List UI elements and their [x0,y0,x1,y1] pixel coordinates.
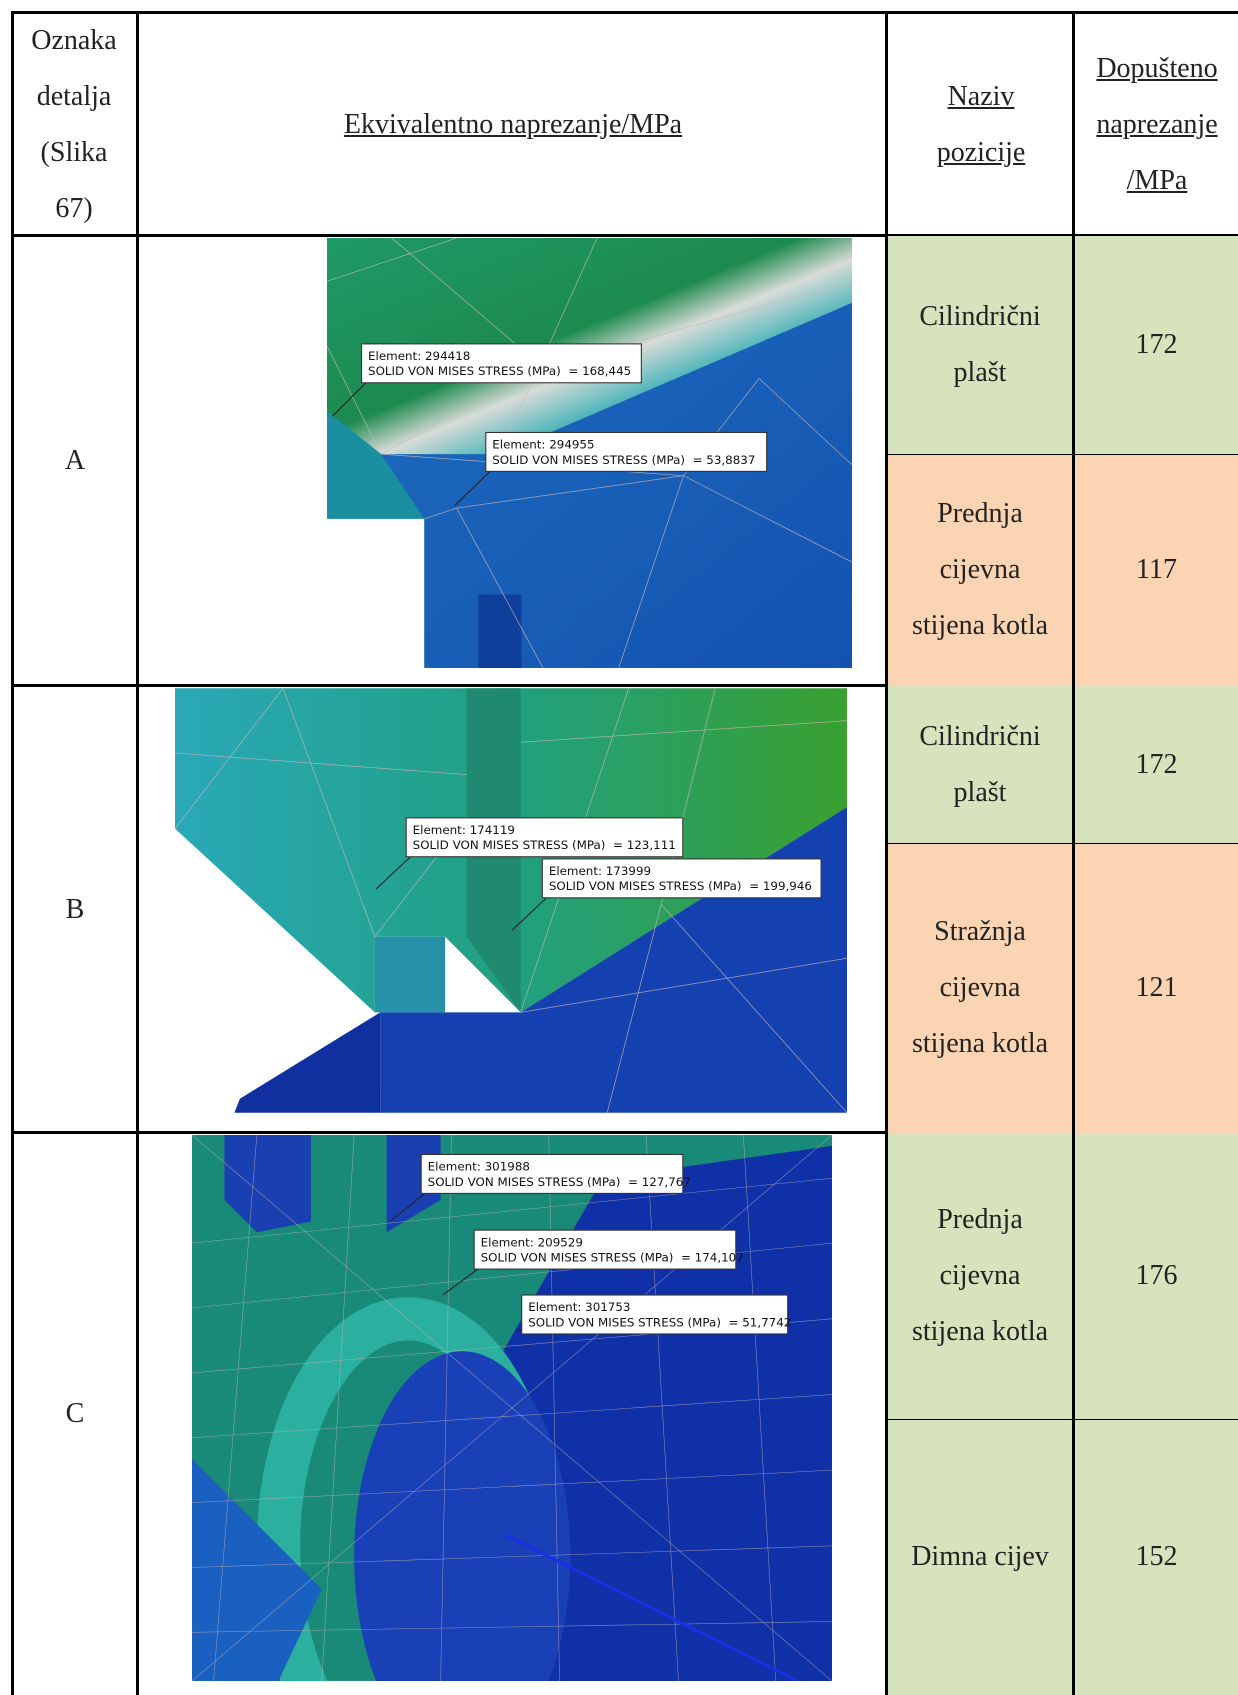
header-text: Naziv pozicije [936,81,1026,168]
callout-box [541,858,822,899]
header-text: Dopušteno naprezanje /MPa [1096,53,1218,196]
row-label-text: C [65,1398,85,1429]
allowed-stress-text: 152 [1135,1541,1178,1572]
callout-element: Element: 173999 [549,864,651,878]
row-label: C [14,1133,136,1695]
callout-element: Element: 294955 [492,438,594,452]
border [11,234,1238,237]
callout-arrow [389,1190,429,1222]
border [11,684,1238,687]
allowed-stress: 117 [1075,454,1238,686]
header-cell: Naziv pozicije [889,14,1073,236]
border [885,11,888,1695]
header-cell: Oznaka detalja (Slika 67) [14,14,134,236]
callout-element: Element: 301753 [528,1300,630,1314]
callout-arrow [375,854,414,890]
callout-box [485,431,768,472]
allowed-stress: 172 [1075,686,1238,843]
position-name-text: Prednja cijevna stijena kotla [911,498,1049,641]
position-name: Cilindrični plašt [888,236,1072,454]
callout-element: Element: 294418 [368,349,470,363]
allowed-stress-text: 172 [1135,329,1178,360]
allowed-stress-text: 172 [1135,748,1178,780]
allowed-stress: 176 [1075,1133,1238,1419]
row-label-text: B [65,893,85,925]
allowed-stress: 121 [1075,843,1238,1133]
border [11,1131,1238,1134]
callout-stress: SOLID VON MISES STRESS (MPa) = 51,7742 [528,1315,791,1329]
callout-arrow [442,1266,481,1296]
border [11,11,1238,14]
sub-border [888,843,1238,844]
position-name: Cilindrični plašt [888,686,1072,843]
callout-box [405,817,684,858]
position-name: Stražnja cijevna stijena kotla [888,843,1072,1133]
header-text: Oznaka detalja (Slika 67) [31,25,117,224]
position-name-text: Stražnja cijevna stijena kotla [911,916,1049,1059]
allowed-stress-text: 117 [1136,554,1177,585]
callout-box [473,1229,737,1270]
position-name-text: Cilindrični plašt [919,720,1041,808]
position-name: Prednja cijevna stijena kotla [888,1133,1072,1419]
allowed-stress-text: 121 [1135,972,1178,1003]
sub-border [888,454,1238,455]
callout-element: Element: 174119 [413,823,515,837]
allowed-stress: 152 [1075,1419,1238,1695]
header-text: Ekvivalentno naprezanje/MPa [343,109,683,140]
sub-border [888,1419,1238,1420]
callout-stress: SOLID VON MISES STRESS (MPa) = 123,111 [413,838,676,852]
callout-arrow [511,895,550,931]
callout-stress: SOLID VON MISES STRESS (MPa) = 199,946 [549,879,812,893]
border [1072,11,1075,1695]
row-label: A [14,236,136,686]
border [136,11,139,1695]
callout-stress: SOLID VON MISES STRESS (MPa) = 174,107 [481,1251,744,1265]
position-name-text: Cilindrični plašt [919,301,1041,388]
callout-element: Element: 301988 [428,1160,530,1174]
allowed-stress: 172 [1075,236,1238,454]
row-label-text: A [64,445,86,476]
callout-stress: SOLID VON MISES STRESS (MPa) = 53,8837 [492,453,755,467]
callout-arrow [454,468,493,507]
callout-box [361,343,642,384]
position-name: Dimna cijev [888,1419,1072,1695]
callout-arrow [332,380,369,417]
callout-stress: SOLID VON MISES STRESS (MPa) = 127,767 [428,1175,691,1189]
border [11,11,14,1695]
header-cell: Ekvivalentno naprezanje/MPa [140,14,886,236]
position-name-text: Dimna cijev [911,1541,1049,1572]
row-label: B [14,686,136,1133]
header-cell: Dopušteno naprezanje /MPa [1076,14,1238,236]
position-name: Prednja cijevna stijena kotla [888,454,1072,686]
allowed-stress-text: 176 [1135,1260,1178,1291]
callout-element: Element: 209529 [481,1235,583,1249]
callout-box [521,1294,789,1335]
callout-box [420,1153,684,1194]
position-name-text: Prednja cijevna stijena kotla [911,1204,1049,1347]
callout-stress: SOLID VON MISES STRESS (MPa) = 168,445 [368,364,631,378]
